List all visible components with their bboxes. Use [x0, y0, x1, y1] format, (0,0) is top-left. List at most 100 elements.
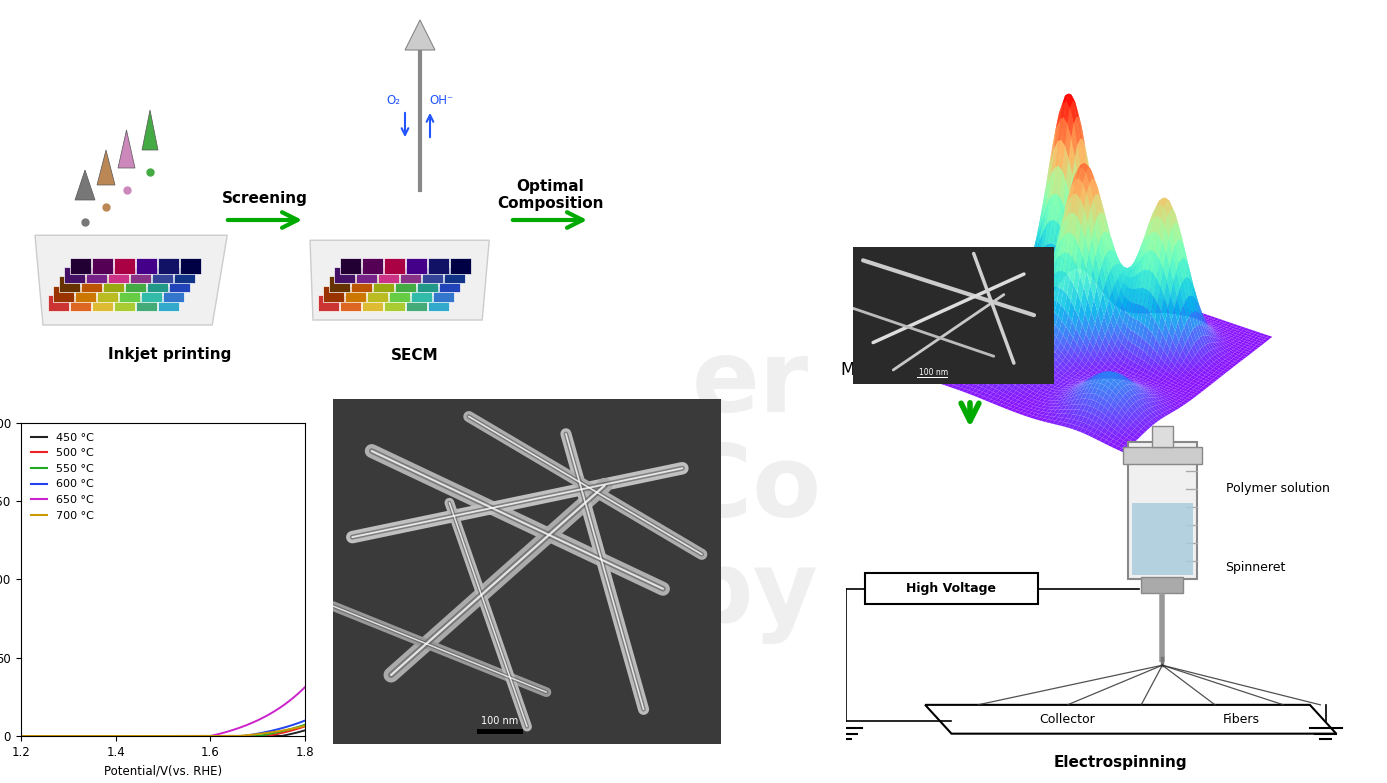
500 °C [226, 731, 243, 741]
Polygon shape [86, 267, 107, 283]
Polygon shape [130, 267, 151, 283]
Line: 550 °C: 550 °C [21, 724, 305, 736]
Text: High Voltage: High Voltage [907, 583, 996, 595]
Polygon shape [429, 295, 449, 311]
650 °C [226, 724, 243, 734]
Polygon shape [362, 295, 383, 311]
600 °C [297, 716, 313, 725]
650 °C [86, 731, 103, 741]
700 °C [141, 731, 158, 741]
Polygon shape [422, 267, 444, 283]
Polygon shape [351, 276, 372, 292]
Polygon shape [180, 258, 201, 273]
450 °C [62, 731, 79, 741]
600 °C [180, 731, 197, 741]
Polygon shape [64, 267, 86, 283]
Line: 650 °C: 650 °C [21, 687, 305, 736]
Polygon shape [147, 276, 168, 292]
Polygon shape [175, 267, 196, 283]
Polygon shape [35, 235, 227, 325]
Polygon shape [80, 276, 101, 292]
Bar [477, 730, 523, 734]
Text: 100 nm: 100 nm [920, 368, 947, 377]
Polygon shape [92, 295, 112, 311]
Polygon shape [108, 267, 129, 283]
Polygon shape [329, 276, 350, 292]
Polygon shape [444, 267, 465, 283]
450 °C [297, 726, 313, 735]
Polygon shape [390, 286, 411, 301]
Polygon shape [405, 20, 436, 50]
Polygon shape [75, 170, 94, 200]
Text: Screening: Screening [222, 190, 308, 205]
Polygon shape [356, 267, 377, 283]
600 °C [86, 731, 103, 741]
Text: OH⁻: OH⁻ [430, 93, 454, 106]
Polygon shape [141, 286, 162, 301]
Polygon shape [384, 295, 405, 311]
Text: Fibers: Fibers [1223, 713, 1259, 726]
Polygon shape [395, 276, 416, 292]
500 °C [180, 731, 197, 741]
Polygon shape [340, 295, 361, 311]
Polygon shape [368, 286, 388, 301]
Polygon shape [158, 258, 179, 273]
Polygon shape [108, 267, 129, 283]
Polygon shape [412, 286, 433, 301]
650 °C [203, 731, 219, 741]
Polygon shape [114, 258, 135, 273]
650 °C [180, 731, 197, 741]
Polygon shape [49, 295, 69, 311]
Polygon shape [153, 267, 173, 283]
Polygon shape [925, 705, 1336, 734]
650 °C [297, 682, 313, 691]
Polygon shape [406, 258, 427, 273]
450 °C [226, 731, 243, 741]
Polygon shape [444, 267, 465, 283]
Polygon shape [136, 258, 157, 273]
600 °C [12, 731, 29, 741]
Polygon shape [438, 276, 460, 292]
Polygon shape [164, 286, 184, 301]
Polygon shape [69, 258, 90, 273]
Polygon shape [75, 286, 97, 301]
Polygon shape [345, 286, 366, 301]
Polygon shape [345, 286, 366, 301]
Polygon shape [384, 258, 405, 273]
Polygon shape [114, 258, 135, 273]
700 °C [203, 731, 219, 741]
Polygon shape [97, 286, 118, 301]
Polygon shape [141, 286, 162, 301]
Polygon shape [406, 258, 427, 273]
Polygon shape [373, 276, 394, 292]
Line: 600 °C: 600 °C [21, 720, 305, 736]
Text: $\rm Mn_5Co_{10}Fe_{30}Ni_{55}O_x$: $\rm Mn_5Co_{10}Fe_{30}Ni_{55}O_x$ [841, 359, 1000, 381]
Polygon shape [384, 258, 405, 273]
700 °C [12, 731, 29, 741]
Text: 100 nm: 100 nm [481, 716, 519, 727]
Polygon shape [175, 267, 196, 283]
Polygon shape [125, 276, 146, 292]
Text: Electrospinning: Electrospinning [1053, 755, 1187, 770]
Polygon shape [334, 267, 355, 283]
Text: Heat
Treatment: Heat Treatment [576, 519, 664, 551]
550 °C [297, 720, 313, 729]
Text: Spinneret: Spinneret [1226, 561, 1286, 575]
Polygon shape [362, 258, 383, 273]
Polygon shape [64, 267, 86, 283]
Polygon shape [390, 286, 411, 301]
700 °C [86, 731, 103, 741]
Polygon shape [103, 276, 123, 292]
Polygon shape [373, 276, 394, 292]
Polygon shape [379, 267, 399, 283]
Bar [917, 377, 947, 378]
Line: 700 °C: 700 °C [21, 726, 305, 736]
Polygon shape [412, 286, 433, 301]
Text: O₂: O₂ [386, 93, 399, 106]
Polygon shape [119, 286, 140, 301]
450 °C [141, 731, 158, 741]
Polygon shape [141, 110, 158, 150]
Polygon shape [406, 295, 427, 311]
650 °C [12, 731, 29, 741]
Polygon shape [164, 286, 184, 301]
